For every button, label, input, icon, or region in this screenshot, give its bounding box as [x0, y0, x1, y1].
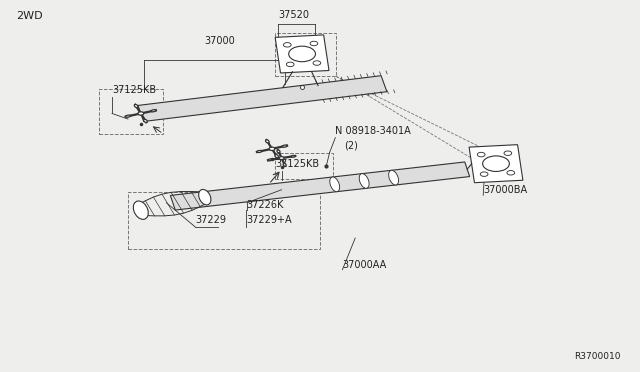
Ellipse shape [359, 174, 369, 188]
Circle shape [483, 156, 509, 171]
Circle shape [279, 157, 284, 160]
Ellipse shape [134, 105, 138, 108]
Circle shape [284, 43, 291, 47]
Ellipse shape [151, 110, 156, 112]
Ellipse shape [291, 155, 296, 157]
Ellipse shape [125, 115, 131, 117]
Text: 2WD: 2WD [16, 11, 43, 21]
Ellipse shape [283, 163, 286, 166]
Text: 37000AA: 37000AA [342, 260, 387, 270]
Text: 37226K: 37226K [246, 200, 284, 210]
Circle shape [507, 170, 515, 175]
Text: 37520: 37520 [278, 10, 309, 20]
Circle shape [310, 41, 318, 46]
Text: 37229: 37229 [195, 215, 226, 225]
Text: R3700010: R3700010 [574, 352, 621, 361]
Bar [275, 33, 336, 76]
Ellipse shape [257, 150, 262, 153]
Polygon shape [275, 35, 329, 73]
Ellipse shape [143, 119, 147, 122]
Circle shape [289, 46, 316, 62]
Polygon shape [138, 76, 387, 122]
Text: (2): (2) [344, 141, 358, 151]
Text: N 08918-3401A: N 08918-3401A [335, 126, 411, 136]
Ellipse shape [268, 159, 273, 161]
Ellipse shape [198, 189, 211, 205]
Circle shape [138, 112, 144, 115]
Polygon shape [170, 162, 470, 210]
Text: 37125KB: 37125KB [112, 85, 156, 95]
Ellipse shape [133, 201, 148, 219]
Text: 37000BA: 37000BA [483, 185, 527, 195]
Circle shape [269, 147, 275, 150]
Circle shape [504, 151, 512, 155]
Ellipse shape [277, 150, 280, 153]
Ellipse shape [275, 155, 278, 158]
Ellipse shape [282, 145, 287, 147]
Ellipse shape [330, 177, 340, 192]
Polygon shape [469, 145, 523, 183]
Text: 37000: 37000 [205, 36, 236, 46]
Ellipse shape [388, 170, 399, 185]
Circle shape [313, 61, 321, 65]
Text: 37125KB: 37125KB [275, 159, 319, 169]
Circle shape [477, 153, 485, 157]
Text: 37229+A: 37229+A [246, 215, 292, 225]
Circle shape [286, 62, 294, 67]
Bar [128, 192, 320, 249]
Bar [99, 89, 163, 134]
Bar [275, 153, 333, 179]
Circle shape [480, 172, 488, 176]
Ellipse shape [266, 140, 269, 143]
